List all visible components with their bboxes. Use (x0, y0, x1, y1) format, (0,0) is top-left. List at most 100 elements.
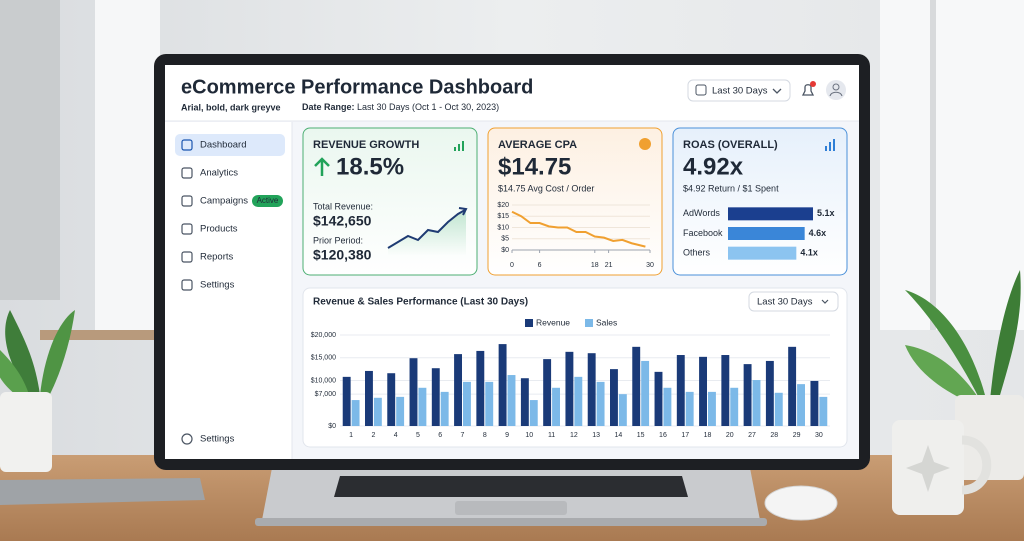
date-range-value: Last 30 Days (Oct 1 - Oct 30, 2023) (357, 102, 499, 112)
sidebar-icon (181, 195, 193, 207)
page-subtitle: Arial, bold, dark greyve (181, 102, 281, 112)
bar-category-label: Facebook (683, 228, 723, 238)
sidebar-item[interactable]: Settings (181, 279, 235, 291)
trend-icon (454, 141, 464, 151)
y-tick-label: $0 (328, 423, 336, 430)
bell-icon[interactable] (801, 84, 815, 96)
bar (676, 355, 685, 426)
bar (409, 358, 418, 426)
bar (351, 400, 360, 426)
revenue-growth-card: REVENUE GROWTH 18.5% Total Revenue: $142… (302, 127, 478, 276)
sidebar-icon (181, 433, 193, 445)
sidebar-icon (181, 223, 193, 235)
sidebar: Dashboard Analytics Campaigns Products Repor… (165, 122, 293, 459)
avatar[interactable] (826, 80, 846, 100)
bar (476, 350, 485, 426)
total-label: Total Revenue: (313, 201, 373, 211)
bar (721, 355, 730, 426)
bar (396, 396, 405, 426)
x-tick-label: 10 (525, 432, 533, 439)
card-value: 18.5% (336, 153, 404, 180)
sidebar-label[interactable]: Settings (200, 434, 235, 445)
sidebar-item[interactable]: Campaigns (181, 195, 248, 207)
y-tick-label: $20 (497, 202, 509, 209)
x-tick-label: 11 (548, 432, 555, 439)
card-value: $14.75 (498, 153, 571, 180)
sidebar-item[interactable]: Reports (181, 251, 234, 263)
bar-value-label: 4.6x (809, 228, 827, 238)
bar (743, 364, 752, 426)
bar (498, 344, 507, 426)
x-tick-label: 0 (510, 262, 514, 269)
bar-value-label: 5.1x (817, 208, 835, 218)
notifications[interactable] (801, 81, 816, 96)
period-select[interactable]: Last 30 Days (687, 79, 791, 102)
bar (552, 387, 560, 426)
legend-swatch (525, 319, 533, 327)
prior-label: Prior Period: (313, 235, 363, 245)
bar (641, 360, 650, 426)
x-tick-label: 17 (681, 432, 689, 439)
sidebar-label[interactable]: Campaigns (200, 196, 248, 207)
card-title: AVERAGE CPA (498, 139, 577, 151)
sidebar-item[interactable]: Dashboard (181, 139, 246, 151)
x-tick-label: 29 (793, 432, 801, 439)
prior-value: $120,380 (313, 247, 372, 263)
bar (596, 381, 605, 426)
y-tick-label: $15,000 (311, 355, 336, 362)
bar (797, 384, 805, 426)
x-tick-label: 6 (538, 262, 542, 269)
bar (529, 400, 538, 426)
bar (730, 387, 739, 426)
sparkline (387, 209, 466, 249)
sparkline-arrow (458, 207, 468, 216)
x-tick-label: 7 (461, 432, 465, 439)
badge-label: Active (257, 196, 279, 205)
avatar-head (832, 83, 840, 91)
bar (699, 356, 707, 426)
sidebar-label[interactable]: Settings (200, 280, 235, 291)
sidebar-footer-item[interactable]: Settings (181, 433, 235, 445)
bar (632, 346, 641, 426)
panel-select-label[interactable]: Last 30 Days (757, 297, 813, 308)
chevron (772, 88, 782, 94)
y-tick-label: $10 (497, 224, 509, 231)
roas-card: ROAS (OVERALL) 4.92x $4.92 Return / $1 S… (672, 127, 848, 276)
x-tick-label: 16 (659, 432, 667, 439)
y-tick-label: $0 (501, 247, 509, 254)
bar-category-label: AdWords (683, 208, 720, 218)
x-tick-label: 5 (416, 432, 420, 439)
period-select-box[interactable] (687, 79, 791, 102)
sidebar-label[interactable]: Dashboard (200, 140, 246, 151)
sidebar-label[interactable]: Reports (200, 252, 234, 263)
chevron (821, 299, 829, 304)
y-tick-label: $15 (497, 213, 509, 220)
x-tick-label: 27 (748, 432, 756, 439)
panel-select-box[interactable] (748, 291, 839, 312)
sidebar-label[interactable]: Products (200, 224, 238, 235)
panel-period-select[interactable]: Last 30 Days (748, 291, 839, 312)
x-tick-label: 14 (615, 432, 623, 439)
x-tick-label: 13 (592, 432, 600, 439)
bar (520, 378, 529, 426)
page-title: eCommerce Performance Dashboard (181, 76, 533, 98)
sidebar-item[interactable]: Analytics (181, 167, 238, 179)
bar (543, 359, 552, 426)
x-tick-label: 6 (438, 432, 442, 439)
bar (765, 360, 774, 426)
panel-title: Revenue & Sales Performance (Last 30 Day… (313, 297, 528, 308)
coin-icon (639, 138, 651, 150)
bar (810, 380, 819, 426)
period-select-label[interactable]: Last 30 Days (712, 86, 768, 97)
bar (454, 354, 462, 426)
sidebar-label[interactable]: Analytics (200, 168, 238, 179)
sidebar-item[interactable]: Products (181, 223, 238, 235)
total-value: $142,650 (313, 213, 372, 229)
x-tick-label: 8 (483, 432, 487, 439)
sidebar-icon (181, 251, 193, 263)
card-value: 4.92x (683, 153, 744, 180)
x-tick-label: 15 (637, 432, 645, 439)
bar (574, 376, 583, 426)
legend-label: Sales (596, 317, 617, 327)
